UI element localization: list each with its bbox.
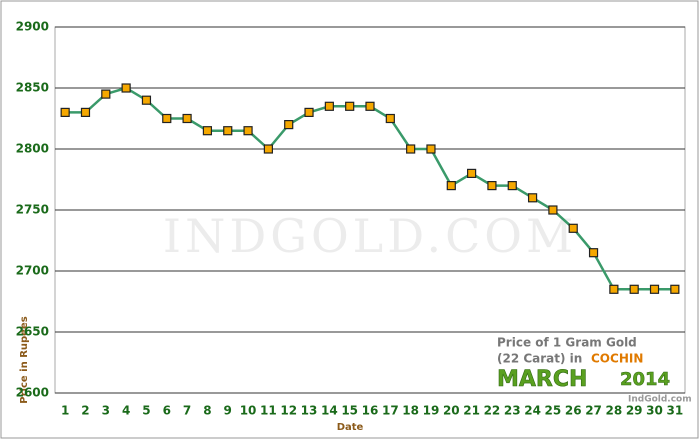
data-point [60,107,70,118]
data-point [487,181,497,191]
data-point [548,205,558,215]
x-tick-label: 12 [280,404,297,418]
x-tick-label: 27 [585,404,602,418]
data-point [406,144,416,154]
x-tick-label: 23 [504,404,521,418]
x-tick-label: 16 [362,404,379,418]
x-tick-label: 18 [402,404,419,418]
data-point [101,89,111,99]
data-point [507,181,517,191]
data-point [365,101,375,111]
watermark: IndGold.com [163,209,577,263]
data-point [182,113,192,124]
x-tick-label: 6 [163,404,171,418]
data-point [345,101,355,111]
x-tick-label: 29 [626,404,643,418]
annotation-line: (22 Carat) in [497,352,582,366]
annotation-year: 2014 [620,369,670,390]
y-tick-label: 2650 [16,325,49,339]
data-point [304,107,314,118]
annotation: Price of 1 Gram Gold (22 Carat) in COCHI… [497,336,692,405]
annotation-line: Price of 1 Gram Gold [497,336,637,350]
x-tick-label: 9 [224,404,232,418]
data-point [263,144,273,154]
y-tick-label: 2800 [16,142,49,156]
data-point [121,83,131,93]
x-tick-label: 13 [301,404,318,418]
y-tick-label: 2850 [16,81,49,95]
y-tick-label: 2600 [16,386,49,400]
x-tick-label: 2 [81,404,89,418]
data-point [568,223,578,233]
x-tick-label: 28 [606,404,623,418]
x-tick-label: 22 [484,404,501,418]
data-point [446,181,456,191]
annotation-site: IndGold.com [628,395,692,405]
x-tick-label: 19 [423,404,440,418]
data-point [588,248,599,258]
data-point [223,126,233,136]
data-point [609,284,619,294]
y-tick-label: 2750 [16,203,49,217]
data-point [467,168,477,178]
data-point [162,113,172,124]
data-point [324,101,334,111]
x-tick-label: 5 [142,404,150,418]
x-tick-label: 10 [240,404,257,418]
y-tick-label: 2700 [16,264,49,278]
annotation-city: COCHIN [591,352,643,366]
data-point [80,107,91,118]
x-tick-label: 26 [565,404,582,418]
x-tick-label: 7 [183,404,191,418]
x-tick-label: 11 [260,404,277,418]
x-tick-label: 31 [666,404,683,418]
x-tick-label: 21 [463,404,480,418]
x-tick-label: 30 [646,404,663,418]
y-axis-label: Price in Rupees [19,316,30,403]
x-tick-label: 20 [443,404,460,418]
annotation-month: MARCH [497,367,587,392]
data-point [527,193,538,203]
data-point [202,126,213,136]
x-tick-label: 15 [341,404,358,418]
x-tick-label: 24 [524,404,541,418]
x-tick-label: 14 [321,404,338,418]
data-point [385,113,395,124]
x-tick-label: 4 [122,404,130,418]
data-point [629,284,639,294]
data-point [649,284,660,294]
x-axis-label: Date [337,422,364,433]
x-tick-label: 17 [382,404,399,418]
x-tick-label: 1 [61,404,69,418]
x-tick-label: 25 [545,404,562,418]
data-point [670,284,680,294]
y-tick-label: 2900 [16,20,49,34]
data-point [243,126,253,136]
data-point [284,119,294,130]
data-point [141,95,152,105]
data-point [426,144,436,154]
x-tick-label: 3 [102,404,110,418]
x-tick-label: 8 [203,404,211,418]
